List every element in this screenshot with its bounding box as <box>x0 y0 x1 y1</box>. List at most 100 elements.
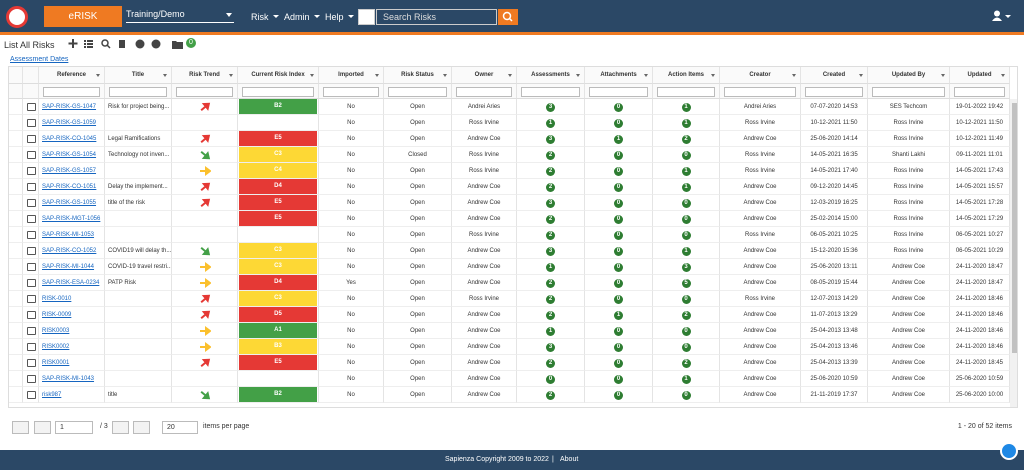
row-checkbox[interactable] <box>9 275 23 291</box>
filter-input[interactable] <box>805 87 863 97</box>
workspace-select[interactable]: Training/Demo <box>126 9 234 23</box>
filter-input[interactable] <box>872 87 945 97</box>
risk-link[interactable]: SAP-RISK-MI-1044 <box>39 264 94 270</box>
count-badge[interactable]: 0 <box>614 167 623 176</box>
about-link[interactable]: About <box>560 456 578 463</box>
row-checkbox[interactable] <box>9 115 23 131</box>
row-checkbox[interactable] <box>9 99 23 115</box>
count-badge[interactable]: 1 <box>682 103 691 112</box>
row-icon[interactable] <box>23 195 39 211</box>
row-icon[interactable] <box>23 307 39 323</box>
count-badge[interactable]: 2 <box>682 311 691 320</box>
count-badge[interactable]: 1 <box>546 119 555 128</box>
filter-cell[interactable] <box>384 84 452 99</box>
filter-input[interactable] <box>388 87 447 97</box>
filter-cell[interactable] <box>720 84 801 99</box>
row-icon[interactable] <box>23 371 39 387</box>
count-badge[interactable]: 0 <box>682 391 691 400</box>
count-badge[interactable]: 0 <box>614 279 623 288</box>
count-badge[interactable]: 2 <box>546 295 555 304</box>
row-checkbox[interactable] <box>9 195 23 211</box>
count-badge[interactable]: 0 <box>614 199 623 208</box>
filter-input[interactable] <box>657 87 715 97</box>
count-badge[interactable]: 0 <box>614 295 623 304</box>
risk-link[interactable]: risk987 <box>39 392 61 398</box>
count-badge[interactable]: 0 <box>682 215 691 224</box>
count-badge[interactable]: 2 <box>546 183 555 192</box>
filter-cell[interactable] <box>517 84 585 99</box>
count-badge[interactable]: 3 <box>546 103 555 112</box>
row-icon[interactable] <box>23 339 39 355</box>
filter-cell[interactable] <box>653 84 720 99</box>
count-badge[interactable]: 0 <box>546 375 555 384</box>
risk-link[interactable]: SAP-RISK-GS-1054 <box>39 152 96 158</box>
count-badge[interactable]: 3 <box>546 199 555 208</box>
filter-cell[interactable] <box>238 84 319 99</box>
count-badge[interactable]: 3 <box>546 135 555 144</box>
filter-input[interactable] <box>242 87 314 97</box>
count-badge[interactable]: 2 <box>546 151 555 160</box>
search-button[interactable] <box>498 9 518 25</box>
toolbar-icons[interactable] <box>68 38 186 50</box>
count-badge[interactable]: 0 <box>682 231 691 240</box>
search-input[interactable]: Search Risks <box>376 9 497 25</box>
column-header[interactable]: Owner <box>452 67 517 84</box>
chat-button[interactable] <box>1000 442 1018 460</box>
column-header[interactable]: Risk Trend <box>172 67 238 84</box>
risk-link[interactable]: SAP-RISK-MGT-1056 <box>39 216 100 222</box>
filter-cell[interactable] <box>39 84 105 99</box>
filter-input[interactable] <box>589 87 648 97</box>
risk-link[interactable]: SAP-RISK-CO-1045 <box>39 136 96 142</box>
row-checkbox[interactable] <box>9 179 23 195</box>
filter-input[interactable] <box>724 87 796 97</box>
filter-input[interactable] <box>323 87 379 97</box>
brand-button[interactable]: eRISK <box>44 6 122 27</box>
count-badge[interactable]: 0 <box>614 327 623 336</box>
count-badge[interactable]: 3 <box>546 247 555 256</box>
filter-cell[interactable] <box>950 84 1010 99</box>
filter-cell[interactable] <box>319 84 384 99</box>
row-icon[interactable] <box>23 259 39 275</box>
row-icon[interactable] <box>23 275 39 291</box>
column-header[interactable]: Title <box>105 67 172 84</box>
row-checkbox[interactable] <box>9 387 23 403</box>
page-size-select[interactable]: 20 <box>162 421 198 434</box>
scroll-thumb[interactable] <box>1012 103 1018 353</box>
row-checkbox[interactable] <box>9 307 23 323</box>
row-checkbox[interactable] <box>9 163 23 179</box>
count-badge[interactable]: 0 <box>682 327 691 336</box>
count-badge[interactable]: 0 <box>614 103 623 112</box>
risk-link[interactable]: RISK-0009 <box>39 312 71 318</box>
row-icon[interactable] <box>23 99 39 115</box>
row-icon[interactable] <box>23 243 39 259</box>
count-badge[interactable]: 1 <box>682 247 691 256</box>
row-checkbox[interactable] <box>9 259 23 275</box>
count-badge[interactable]: 1 <box>614 135 623 144</box>
count-badge[interactable]: 0 <box>614 343 623 352</box>
risk-link[interactable]: SAP-RISK-ESA-0234 <box>39 280 99 286</box>
column-header[interactable]: Creator <box>720 67 801 84</box>
menu-item[interactable]: Admin <box>284 12 320 22</box>
row-icon[interactable] <box>23 355 39 371</box>
column-header[interactable]: Action Items <box>653 67 720 84</box>
count-badge[interactable]: 3 <box>546 343 555 352</box>
filter-cell[interactable] <box>105 84 172 99</box>
filter-input[interactable] <box>954 87 1005 97</box>
row-icon[interactable] <box>23 163 39 179</box>
risk-link[interactable]: RISK-0010 <box>39 296 71 302</box>
count-badge[interactable]: 2 <box>546 231 555 240</box>
filter-cell[interactable] <box>452 84 517 99</box>
count-badge[interactable]: 0 <box>614 247 623 256</box>
count-badge[interactable]: 1 <box>546 327 555 336</box>
row-checkbox[interactable] <box>9 323 23 339</box>
next-page[interactable] <box>112 421 129 434</box>
row-checkbox[interactable] <box>9 355 23 371</box>
menu-item[interactable]: Help <box>325 12 354 22</box>
risk-link[interactable]: RISK0001 <box>39 360 69 366</box>
count-badge[interactable]: 0 <box>682 199 691 208</box>
row-icon[interactable] <box>23 227 39 243</box>
risk-link[interactable]: SAP-RISK-GS-1057 <box>39 168 96 174</box>
row-icon[interactable] <box>23 147 39 163</box>
count-badge[interactable]: 0 <box>614 215 623 224</box>
filter-input[interactable] <box>43 87 100 97</box>
